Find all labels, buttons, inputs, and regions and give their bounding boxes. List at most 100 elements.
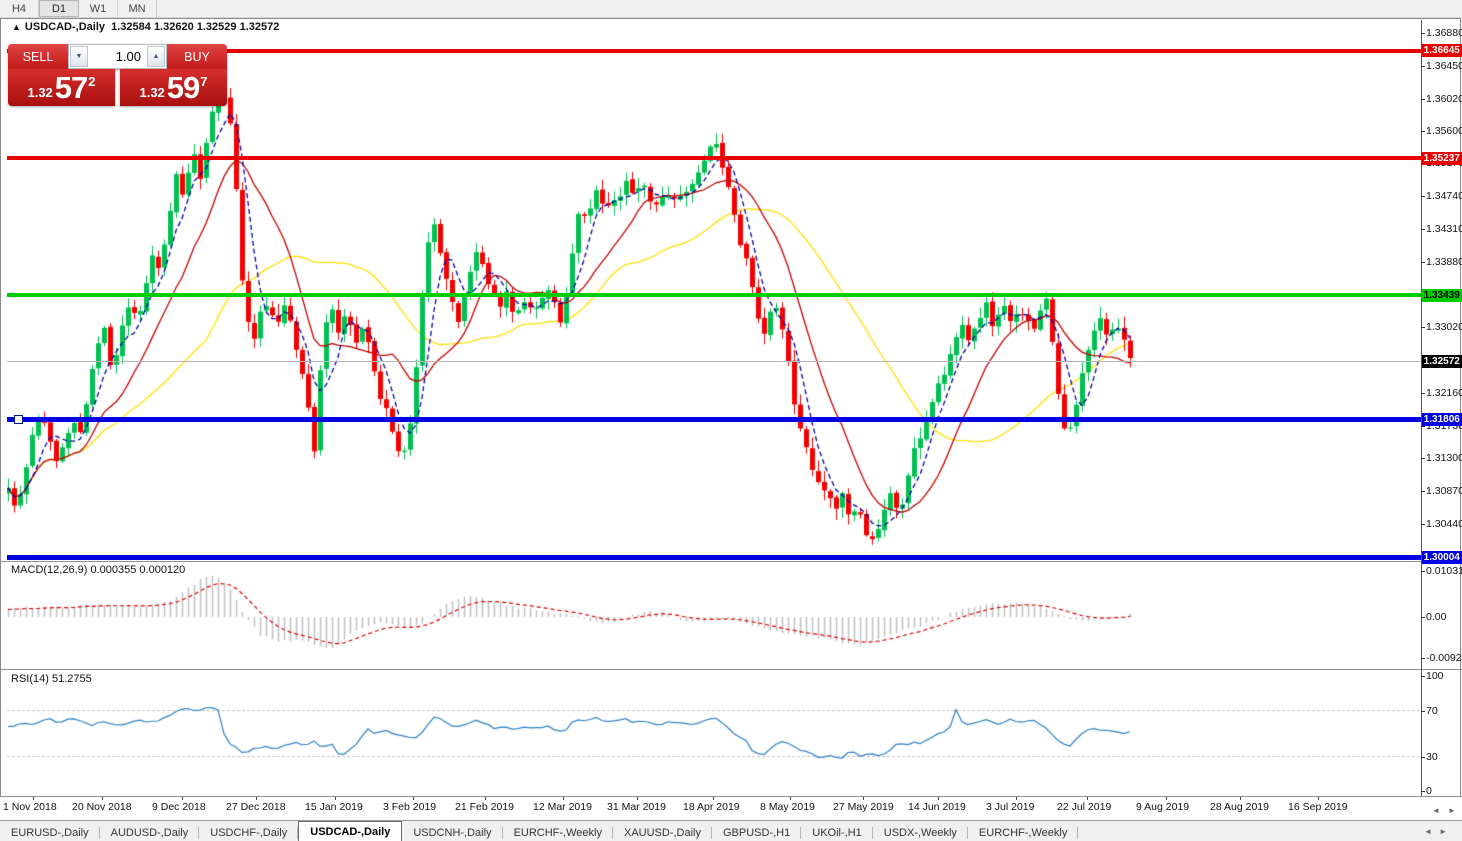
price-axis-tick-label: 1.34310: [1426, 222, 1462, 235]
date-axis-tick: [1240, 797, 1241, 800]
horizontal-level-line-1.35237[interactable]: [7, 156, 1421, 161]
rsi-axis-tick: [1421, 791, 1425, 792]
price-axis-tick: [1421, 491, 1425, 492]
macd-axis-tick-label: 0.010311: [1426, 565, 1462, 577]
price-axis-tick: [1421, 458, 1425, 460]
date-axis-label: 21 Feb 2019: [455, 801, 514, 813]
sell-button[interactable]: SELL: [8, 44, 68, 69]
rsi-axis-tick-label: 30: [1426, 750, 1438, 763]
buy-price-button[interactable]: 1.32 59 7: [120, 69, 227, 106]
date-axis-label: 28 Aug 2019: [1210, 801, 1269, 813]
rsi-axis-tick: [1421, 756, 1425, 758]
chart-tab-xauusd-daily[interactable]: XAUUSD-,Daily: [613, 824, 712, 841]
horizontal-level-line-1.31806[interactable]: [7, 417, 1421, 423]
timeframe-button-d1[interactable]: D1: [39, 0, 79, 17]
chart-tab-eurusd-daily[interactable]: EURUSD-,Daily: [0, 824, 100, 841]
date-axis-tick: [938, 797, 939, 800]
volume-input[interactable]: 1.00: [115, 49, 141, 64]
price-chart-canvas[interactable]: [7, 20, 1421, 561]
price-axis-tick-label: 1.30440: [1426, 517, 1462, 530]
scroll-right-icon[interactable]: ►: [1447, 806, 1462, 815]
date-axis: 1 Nov 2018 20 Nov 2018 9 Dec 2018 27 Dec 20…: [0, 797, 1462, 819]
horizontal-level-line-1.30004[interactable]: [7, 554, 1421, 560]
chart-symbol-label: USDCAD-,Daily: [24, 21, 105, 33]
timeframe-button-w1[interactable]: W1: [79, 0, 118, 17]
pane-separator[interactable]: [0, 669, 1462, 670]
chart-tab-eurchf-weekly[interactable]: EURCHF-,Weekly: [968, 824, 1079, 841]
chart-tab-usdcad-daily[interactable]: USDCAD-,Daily: [298, 821, 403, 841]
tabstrip-scroll-arrows[interactable]: ◄►: [1424, 827, 1454, 836]
date-axis-label: 9 Aug 2019: [1136, 801, 1190, 813]
chart-tab-usdcnh-daily[interactable]: USDCNH-,Daily: [402, 824, 503, 841]
macd-axis-tick: [1421, 571, 1425, 572]
volume-decrease-button[interactable]: ▼: [70, 46, 88, 67]
date-axis-tick: [256, 797, 257, 800]
price-axis-tick-label: 1.36450: [1426, 59, 1462, 72]
scroll-left-icon[interactable]: ◄: [1432, 806, 1448, 815]
date-axis-label: 27 May 2019: [833, 801, 894, 813]
price-badge-black: 1.32572: [1421, 354, 1462, 368]
macd-label: MACD(12,26,9) 0.000355 0.000120: [11, 564, 186, 576]
buy-button[interactable]: BUY: [167, 44, 227, 69]
price-axis-tick-label: 1.36880: [1426, 27, 1462, 39]
price-axis-tick: [1421, 228, 1425, 230]
date-axis-label: 31 Mar 2019: [607, 801, 666, 813]
date-axis-tick: [637, 797, 638, 800]
timeframe-button-h4[interactable]: H4: [0, 0, 39, 17]
price-axis-tick-label: 1.36020: [1426, 92, 1462, 105]
chart-tabstrip: EURUSD-,Daily AUDUSD-,Daily USDCHF-,Daily U…: [0, 820, 1462, 841]
line-selection-marker[interactable]: [14, 415, 23, 425]
date-axis-tick: [182, 797, 183, 800]
date-axis-tick: [713, 797, 714, 800]
price-axis-tick-label: 1.34740: [1426, 190, 1462, 203]
date-axis-label: 22 Jul 2019: [1057, 801, 1112, 813]
chart-tab-usdchf-daily[interactable]: USDCHF-,Daily: [199, 824, 299, 841]
date-axis-label: 12 Mar 2019: [533, 801, 592, 813]
chart-tab-audusd-daily[interactable]: AUDUSD-,Daily: [100, 824, 200, 841]
chart-tab-eurchf-weekly[interactable]: EURCHF-,Weekly: [503, 824, 613, 841]
chart-tab-gbpusd-h1[interactable]: GBPUSD-,H1: [712, 824, 802, 841]
macd-indicator-canvas[interactable]: [7, 562, 1421, 668]
date-axis-label: 3 Feb 2019: [383, 801, 437, 813]
date-axis-label: 18 Apr 2019: [683, 801, 740, 813]
date-axis-tick: [1016, 797, 1017, 800]
volume-stepper: ▼ 1.00 ▲: [68, 44, 167, 69]
current-price-line: [7, 361, 1421, 363]
date-axis-label: 3 Jul 2019: [986, 801, 1035, 813]
price-axis-border: [1421, 20, 1422, 796]
sell-price-main: 57: [54, 70, 88, 105]
price-axis-tick: [1421, 523, 1425, 525]
collapse-arrow-icon[interactable]: ▲: [12, 22, 21, 32]
pane-separator[interactable]: [0, 561, 1462, 562]
rsi-label: RSI(14) 51.2755: [11, 673, 92, 685]
price-badge-red: 1.35237: [1421, 151, 1462, 165]
chart-tab-ukoil-h1[interactable]: UKOil-,H1: [801, 824, 873, 841]
rsi-indicator-canvas[interactable]: [7, 671, 1421, 795]
price-axis-tick-label: 1.31300: [1426, 452, 1462, 465]
horizontal-level-line-1.33439[interactable]: [7, 293, 1421, 298]
price-axis-tick-label: 1.30870: [1426, 485, 1462, 497]
price-badge-blue: 1.31806: [1421, 413, 1462, 427]
date-axis-label: 9 Dec 2018: [152, 801, 206, 813]
date-axis-label: 27 Dec 2018: [226, 801, 286, 813]
price-axis-tick: [1421, 196, 1425, 198]
volume-increase-button[interactable]: ▲: [147, 46, 165, 67]
date-axis-tick: [1318, 797, 1319, 800]
rsi-axis-tick-label: 100: [1426, 670, 1444, 682]
price-badge-green: 1.33439: [1421, 288, 1462, 302]
price-badge-red: 1.36645: [1421, 44, 1462, 58]
chart-tab-usdx-weekly[interactable]: USDX-,Weekly: [873, 824, 968, 841]
horizontal-level-line-1.36645[interactable]: [7, 48, 1421, 53]
rsi-axis-tick: [1421, 676, 1425, 677]
date-axis-tick: [790, 797, 791, 800]
date-axis-tick: [335, 797, 336, 800]
macd-axis-tick-label: 0.00: [1426, 611, 1447, 623]
buy-price-main: 59: [166, 70, 200, 105]
date-axis-tick: [1087, 797, 1088, 800]
sell-price-button[interactable]: 1.32 57 2: [8, 69, 115, 106]
timeframe-button-mn[interactable]: MN: [118, 0, 157, 17]
chart-scroll-arrows[interactable]: ◄►: [1432, 806, 1462, 815]
price-axis-tick: [1421, 130, 1425, 132]
price-badge-blue: 1.30004: [1421, 550, 1462, 564]
